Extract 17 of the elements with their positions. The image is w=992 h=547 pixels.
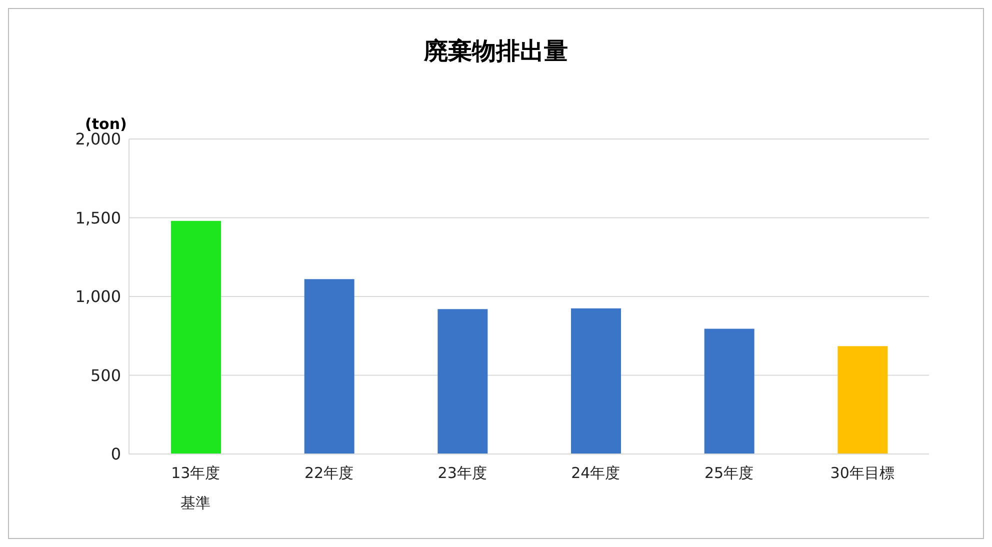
y-tick-label: 500 — [90, 366, 121, 385]
chart-title: 廃棄物排出量 — [422, 36, 569, 67]
bar — [304, 279, 354, 454]
y-tick-label: 1,500 — [75, 208, 121, 228]
x-tick-label: 24年度 — [571, 464, 620, 482]
x-tick-label: 30年目標 — [830, 464, 894, 482]
x-tick-label: 13年度基準 — [171, 464, 220, 512]
x-tick-label: 25年度 — [704, 464, 754, 482]
y-tick-label: 0 — [110, 444, 121, 464]
bar — [838, 346, 888, 454]
x-tick-label: 23年度 — [438, 464, 487, 482]
bar — [571, 308, 621, 454]
bar — [438, 309, 488, 454]
y-tick-label: 1,000 — [75, 287, 121, 306]
bar — [704, 328, 754, 454]
x-tick-label: 22年度 — [304, 464, 354, 482]
bar — [171, 220, 221, 454]
